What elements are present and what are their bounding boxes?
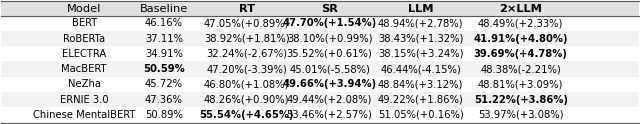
Bar	[1, 92, 639, 107]
Text: 47.05%(+0.89%): 47.05%(+0.89%)	[204, 18, 289, 28]
Text: 48.84%(+3.12%): 48.84%(+3.12%)	[378, 79, 463, 89]
Text: 2×LLM: 2×LLM	[499, 3, 542, 14]
Text: 49.66%(+3.94%): 49.66%(+3.94%)	[282, 79, 376, 89]
Text: 46.80%(+1.08%): 46.80%(+1.08%)	[204, 79, 289, 89]
Text: 47.36%: 47.36%	[145, 95, 183, 105]
Text: 51.22%(+3.86%): 51.22%(+3.86%)	[474, 95, 568, 105]
Text: 55.54%(+4.65%): 55.54%(+4.65%)	[200, 110, 294, 120]
Text: 48.26%(+0.90%): 48.26%(+0.90%)	[204, 95, 289, 105]
Text: 50.89%: 50.89%	[145, 110, 183, 120]
Text: Baseline: Baseline	[140, 3, 188, 14]
Text: 49.22%(+1.86%): 49.22%(+1.86%)	[378, 95, 463, 105]
Text: 48.94%(+2.78%): 48.94%(+2.78%)	[378, 18, 463, 28]
Bar	[1, 46, 639, 62]
Text: 51.05%(+0.16%): 51.05%(+0.16%)	[378, 110, 463, 120]
Text: 50.59%: 50.59%	[143, 64, 185, 74]
Text: 35.52%(+0.61%): 35.52%(+0.61%)	[287, 49, 372, 59]
Bar	[1, 62, 639, 77]
Text: 48.81%(+3.09%): 48.81%(+3.09%)	[478, 79, 563, 89]
Text: 47.70%(+1.54%): 47.70%(+1.54%)	[282, 18, 377, 28]
Text: LLM: LLM	[408, 3, 433, 14]
Text: ERNIE 3.0: ERNIE 3.0	[60, 95, 109, 105]
Text: 48.49%(+2.33%): 48.49%(+2.33%)	[478, 18, 563, 28]
Text: ELECTRA: ELECTRA	[62, 49, 106, 59]
Text: 38.15%(+3.24%): 38.15%(+3.24%)	[378, 49, 463, 59]
Text: 48.38%(-2.21%): 48.38%(-2.21%)	[481, 64, 561, 74]
Text: Chinese MentalBERT: Chinese MentalBERT	[33, 110, 136, 120]
Text: SR: SR	[321, 3, 338, 14]
Text: 34.91%: 34.91%	[145, 49, 183, 59]
Text: 45.72%: 45.72%	[145, 79, 183, 89]
Text: MacBERT: MacBERT	[61, 64, 107, 74]
Text: 39.69%(+4.78%): 39.69%(+4.78%)	[474, 49, 568, 59]
Text: 46.44%(-4.15%): 46.44%(-4.15%)	[380, 64, 461, 74]
Text: 47.20%(-3.39%): 47.20%(-3.39%)	[206, 64, 287, 74]
Text: NeZha: NeZha	[68, 79, 100, 89]
Text: 53.97%(+3.08%): 53.97%(+3.08%)	[478, 110, 563, 120]
Text: 41.91%(+4.80%): 41.91%(+4.80%)	[474, 34, 568, 44]
Bar	[1, 107, 639, 123]
Text: 53.46%(+2.57%): 53.46%(+2.57%)	[287, 110, 372, 120]
Text: RT: RT	[239, 3, 255, 14]
Text: 38.92%(+1.81%): 38.92%(+1.81%)	[204, 34, 289, 44]
Bar	[1, 77, 639, 92]
Text: Model: Model	[67, 3, 101, 14]
Text: 38.43%(+1.32%): 38.43%(+1.32%)	[378, 34, 463, 44]
Text: 49.44%(+2.08%): 49.44%(+2.08%)	[287, 95, 372, 105]
Text: 45.01%(-5.58%): 45.01%(-5.58%)	[289, 64, 370, 74]
Bar	[1, 16, 639, 31]
Text: RoBERTa: RoBERTa	[63, 34, 106, 44]
Text: 38.10%(+0.99%): 38.10%(+0.99%)	[287, 34, 372, 44]
Text: BERT: BERT	[72, 18, 97, 28]
Text: 32.24%(-2.67%): 32.24%(-2.67%)	[206, 49, 287, 59]
Text: 46.16%: 46.16%	[145, 18, 183, 28]
Text: 37.11%: 37.11%	[145, 34, 183, 44]
Bar	[1, 31, 639, 46]
Bar	[1, 1, 639, 16]
